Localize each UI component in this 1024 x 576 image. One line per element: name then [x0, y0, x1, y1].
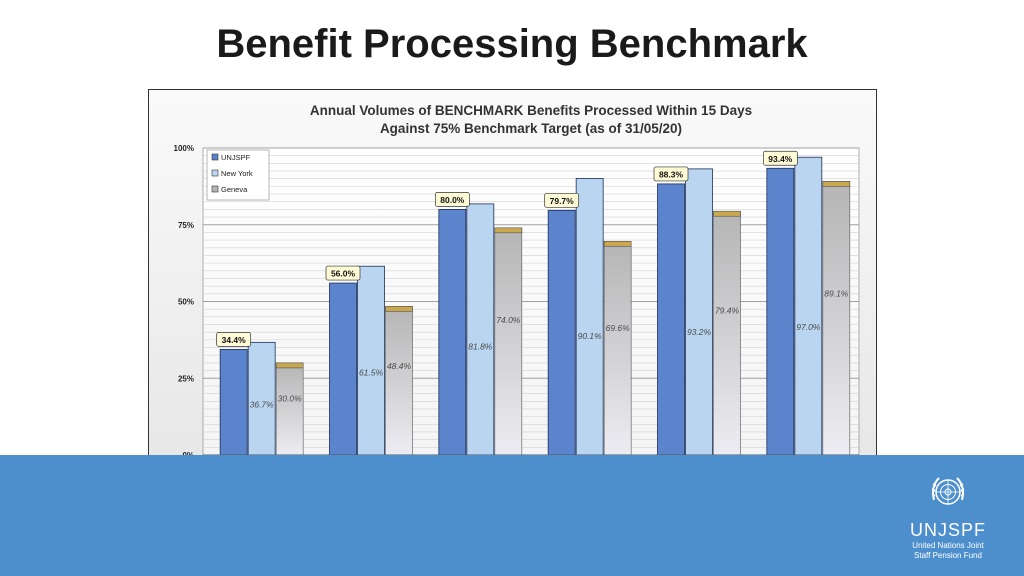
- bar-new-york: [247, 341, 276, 456]
- bar-new-york: [575, 177, 604, 456]
- bar-geneva: [385, 306, 413, 456]
- unjspf-value-label: 80.0%: [440, 195, 465, 205]
- bar-geneva: [822, 181, 851, 456]
- legend-label: New York: [221, 169, 253, 178]
- bar-geneva: [603, 241, 632, 456]
- chart-title: Annual Volumes of BENCHMARK Benefits Pro…: [310, 103, 752, 118]
- geneva-value-label: 74.0%: [496, 315, 521, 325]
- unjspf-value-callout: [325, 265, 361, 281]
- new-york-value-label: 81.8%: [468, 342, 493, 352]
- geneva-value-label: 89.1%: [824, 288, 849, 298]
- unjspf-value-callout: [762, 150, 798, 166]
- bar-new-york: [357, 265, 385, 456]
- new-york-value-label: 61.5%: [359, 368, 384, 378]
- geneva-value-label: 69.6%: [606, 323, 631, 333]
- unjspf-value-label: 79.7%: [550, 196, 575, 206]
- un-emblem-icon: [931, 477, 965, 505]
- logo-subtitle-line2: Staff Pension Fund: [914, 551, 982, 560]
- bar-unjspf: [329, 282, 357, 456]
- legend-swatch: [211, 153, 219, 161]
- bar-geneva: [494, 227, 523, 456]
- unjspf-value-label: 34.4%: [222, 335, 247, 345]
- bar-new-york: [794, 156, 823, 456]
- bar-geneva-cap: [494, 227, 523, 234]
- y-tick-label: 50%: [178, 298, 194, 307]
- new-york-value-label: 90.1%: [578, 331, 603, 341]
- unjspf-value-callout: [216, 332, 252, 347]
- bar-geneva-cap: [822, 181, 851, 187]
- logo-subtitle-line1: United Nations Joint: [912, 541, 984, 550]
- unjspf-value-label: 88.3%: [659, 169, 684, 179]
- bar-geneva-cap: [713, 210, 741, 217]
- chart-subtitle: Against 75% Benchmark Target (as of 31/0…: [380, 121, 682, 136]
- logo-name: UNJSPF: [909, 520, 986, 540]
- bar-unjspf: [438, 209, 467, 456]
- legend-swatch: [211, 185, 219, 193]
- bar-geneva: [275, 362, 304, 456]
- bar-new-york: [466, 203, 495, 456]
- new-york-value-label: 36.7%: [250, 400, 275, 410]
- slide-title: Benefit Processing Benchmark: [216, 22, 808, 66]
- new-york-value-label: 93.2%: [687, 327, 712, 337]
- bar-unjspf: [219, 348, 248, 456]
- geneva-value-label: 30.0%: [278, 394, 303, 404]
- footer-band: [0, 455, 1024, 576]
- bar-geneva-cap: [275, 362, 304, 369]
- unjspf-value-callout: [434, 192, 470, 207]
- bar-geneva: [713, 210, 741, 456]
- bar-geneva-cap: [385, 306, 413, 312]
- unjspf-value-callout: [653, 166, 689, 182]
- new-york-value-label: 97.0%: [796, 322, 821, 332]
- bar-unjspf: [657, 183, 685, 456]
- bar-geneva-cap: [603, 241, 632, 247]
- bar-unjspf: [766, 167, 795, 456]
- chart-frame: Annual Volumes of BENCHMARK Benefits Pro…: [148, 89, 877, 484]
- legend-label: UNJSPF: [221, 153, 251, 162]
- benchmark-bar-chart: Annual Volumes of BENCHMARK Benefits Pro…: [174, 103, 860, 472]
- bar-new-york: [685, 168, 713, 456]
- geneva-value-label: 79.4%: [715, 306, 740, 316]
- unjspf-value-callout: [544, 192, 580, 208]
- legend-swatch: [211, 169, 219, 177]
- unjspf-value-label: 56.0%: [331, 269, 356, 279]
- bar-unjspf: [547, 209, 576, 456]
- geneva-value-label: 48.4%: [387, 361, 412, 371]
- y-tick-label: 25%: [178, 374, 194, 383]
- unjspf-value-label: 93.4%: [768, 154, 793, 164]
- unjspf-logo: UNJSPF United Nations Joint Staff Pensio…: [896, 472, 1000, 564]
- y-tick-label: 100%: [174, 144, 194, 153]
- legend-label: Geneva: [221, 185, 248, 194]
- y-tick-label: 75%: [178, 221, 194, 230]
